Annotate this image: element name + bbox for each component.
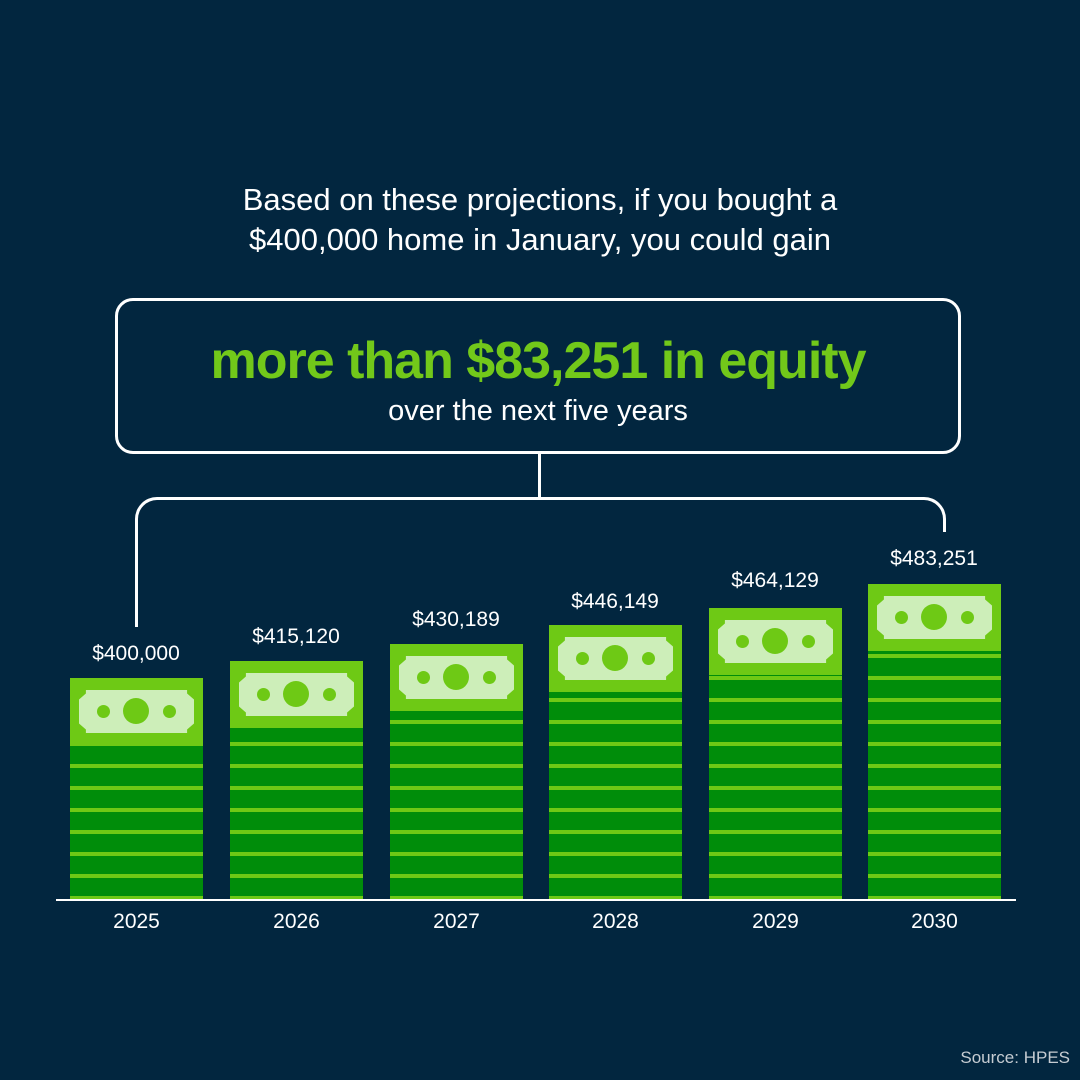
value-label-2030: $483,251	[890, 547, 978, 570]
banknote	[70, 678, 203, 745]
banknote	[230, 661, 363, 728]
intro-line-2: $400,000 home in January, you could gain	[249, 222, 831, 257]
bar-2030	[868, 584, 1001, 900]
dollar-bill-icon	[399, 656, 514, 699]
banknote	[390, 644, 523, 711]
banknote	[709, 608, 842, 675]
source-note: Source: HPES	[960, 1048, 1070, 1067]
dollar-bill-icon	[718, 620, 833, 663]
year-label-2025: 2025	[113, 910, 160, 933]
connector-stem	[538, 454, 541, 498]
value-label-2028: $446,149	[571, 590, 659, 613]
year-label-2029: 2029	[752, 910, 799, 933]
bar-2026	[230, 661, 363, 900]
year-label-2028: 2028	[592, 910, 639, 933]
year-label-2030: 2030	[911, 910, 958, 933]
dollar-bill-icon	[79, 690, 194, 733]
year-label-2026: 2026	[273, 910, 320, 933]
equity-callout-box: more than $83,251 in equity over the nex…	[115, 298, 961, 454]
bar-2027	[390, 644, 523, 900]
equity-subline: over the next five years	[388, 395, 688, 427]
value-label-2027: $430,189	[412, 608, 500, 631]
value-label-2026: $415,120	[252, 625, 340, 648]
equity-headline: more than $83,251 in equity	[210, 332, 866, 390]
bar-2029	[709, 608, 842, 900]
bar-2028	[549, 625, 682, 900]
dollar-bill-icon	[239, 673, 354, 716]
x-axis-baseline	[56, 899, 1016, 901]
banknote	[549, 625, 682, 692]
dollar-bill-icon	[558, 637, 673, 680]
banknote	[868, 584, 1001, 651]
bar-2025	[70, 678, 203, 900]
value-label-2025: $400,000	[92, 642, 180, 665]
value-label-2029: $464,129	[731, 569, 819, 592]
intro-text: Based on these projections, if you bough…	[0, 180, 1080, 260]
year-label-2027: 2027	[433, 910, 480, 933]
dollar-bill-icon	[877, 596, 992, 639]
intro-line-1: Based on these projections, if you bough…	[242, 182, 838, 217]
